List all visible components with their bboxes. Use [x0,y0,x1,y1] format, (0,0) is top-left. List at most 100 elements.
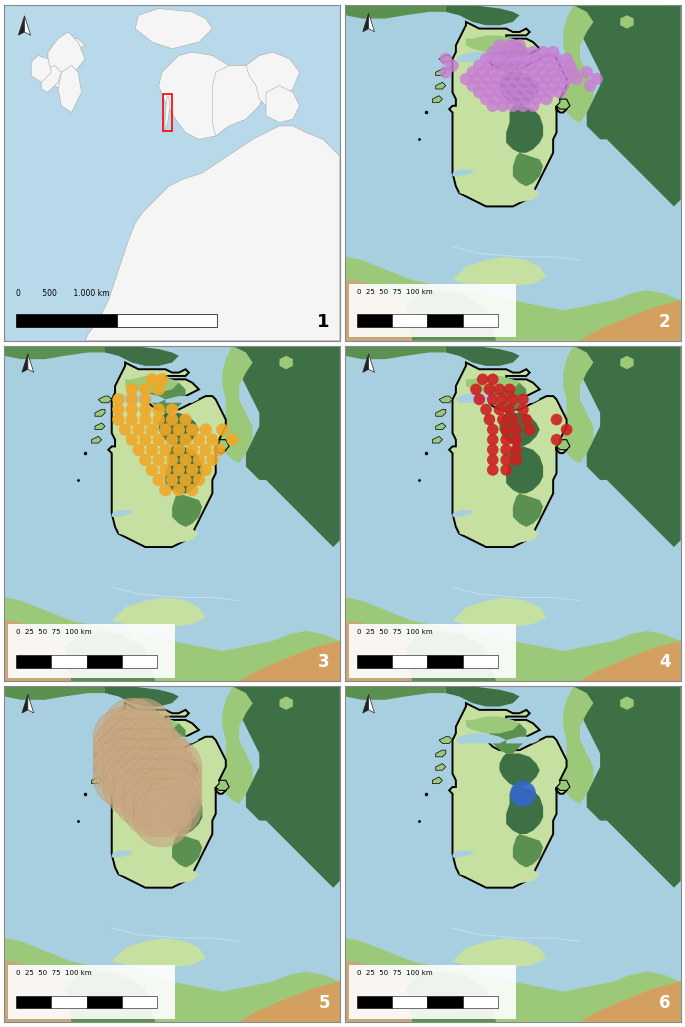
Point [487,98,498,114]
Polygon shape [115,733,165,744]
Polygon shape [112,850,132,858]
Polygon shape [92,777,101,784]
Polygon shape [439,736,453,744]
Text: 0  25  50  75  100 km: 0 25 50 75 100 km [16,630,92,636]
Polygon shape [436,69,446,76]
Point [564,58,575,74]
Polygon shape [406,631,496,681]
Polygon shape [216,440,229,450]
Point [180,431,191,448]
Point [487,452,498,468]
Point [504,402,515,418]
Point [494,381,505,397]
Point [508,64,519,80]
Point [471,71,482,87]
Point [166,769,177,786]
Point [187,482,198,498]
Polygon shape [239,641,340,681]
Polygon shape [436,410,446,416]
Polygon shape [432,436,443,443]
Polygon shape [489,720,526,754]
Polygon shape [345,598,681,681]
Polygon shape [112,598,206,627]
Point [116,728,127,745]
Point [126,719,137,735]
Point [116,759,127,775]
Point [474,391,485,408]
Point [490,71,501,87]
Point [180,412,191,428]
Polygon shape [85,126,340,341]
Point [477,77,488,93]
Polygon shape [4,961,71,1022]
Bar [122,996,157,1009]
Polygon shape [149,379,186,413]
Point [136,789,147,805]
Point [153,452,164,468]
Point [187,462,198,479]
Point [517,402,528,418]
Point [136,738,147,755]
Point [548,64,559,80]
Polygon shape [614,696,647,713]
Point [147,442,158,458]
Point [541,71,552,87]
Polygon shape [580,300,681,341]
Point [521,412,532,428]
Point [581,64,592,80]
Polygon shape [279,696,293,710]
Point [166,431,177,448]
Point [487,442,498,458]
Bar [427,996,462,1009]
Point [173,482,184,498]
Point [508,37,519,53]
Text: 0  25  50  75  100 km: 0 25 50 75 100 km [16,969,92,976]
Polygon shape [99,396,112,403]
Polygon shape [369,694,375,713]
Point [133,421,144,438]
Point [541,50,552,67]
Polygon shape [345,5,446,18]
Bar [16,655,51,668]
Point [200,442,211,458]
Polygon shape [105,346,179,366]
Bar [86,996,122,1009]
Polygon shape [28,694,34,713]
Polygon shape [506,396,540,403]
Text: 1: 1 [317,312,329,331]
Point [531,50,542,67]
Polygon shape [459,186,540,203]
Point [504,58,515,74]
Text: 0         500       1.000 km: 0 500 1.000 km [16,289,110,298]
Polygon shape [453,257,547,287]
Polygon shape [580,641,681,681]
Bar [86,655,122,668]
Bar [116,314,217,328]
Point [517,64,528,80]
Bar [349,283,516,337]
Point [481,50,492,67]
Polygon shape [620,355,634,370]
Point [166,778,177,795]
Point [166,799,177,815]
Point [508,412,519,428]
Point [524,58,535,74]
Bar [357,314,392,328]
Point [147,789,158,805]
Polygon shape [345,961,412,1022]
Bar [462,314,498,328]
Point [497,44,508,61]
Polygon shape [453,169,473,177]
Point [511,421,522,438]
Point [193,452,204,468]
Polygon shape [165,787,202,834]
Polygon shape [95,750,105,757]
Point [126,759,137,775]
Polygon shape [125,717,179,733]
Polygon shape [406,972,496,1022]
Polygon shape [363,354,369,373]
Polygon shape [159,52,246,140]
Bar [427,314,462,328]
Point [504,381,515,397]
Polygon shape [513,493,543,527]
